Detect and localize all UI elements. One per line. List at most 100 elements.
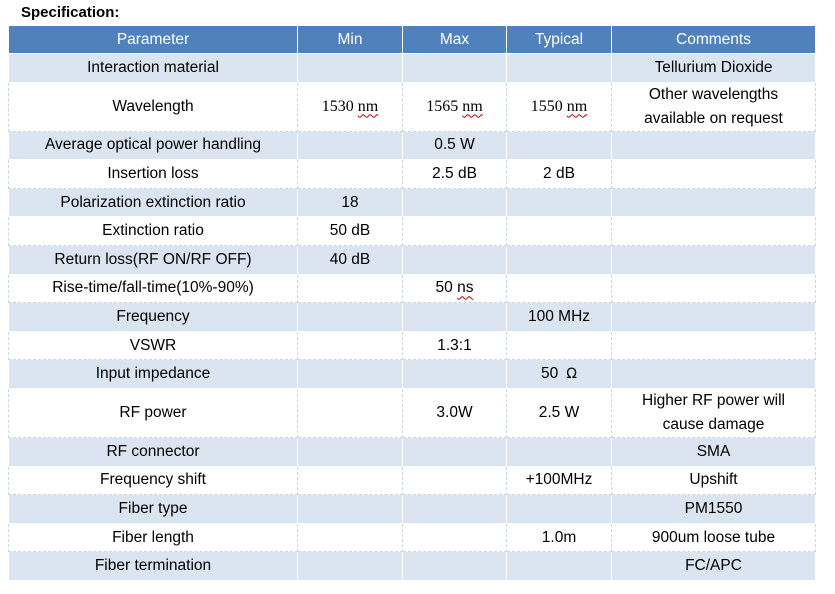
table-body: Interaction material Tellurium Dioxide W… (8, 53, 816, 581)
cell-comments (611, 302, 816, 332)
column-header-min: Min (297, 25, 403, 54)
cell-max (402, 359, 507, 389)
header-row: Parameter Min Max Typical Comments (8, 25, 816, 54)
cell-max: 1565 nm (402, 81, 507, 132)
unit-text: nm (462, 97, 483, 115)
cell-typical: 2.5 W (506, 387, 612, 438)
ohm-symbol: Ω (566, 366, 577, 383)
cell-comments: Higher RF power will cause damage (611, 387, 816, 438)
table-row: Extinction ratio 50 dB (8, 216, 816, 246)
cell-parameter: RF power (8, 387, 298, 438)
cell-parameter: Polarization extinction ratio (8, 187, 298, 218)
cell-max (402, 187, 507, 218)
cell-min (297, 359, 403, 389)
table-row: Interaction material Tellurium Dioxide (8, 53, 816, 83)
column-header-max: Max (402, 25, 507, 54)
table-row: Average optical power handling 0.5 W (8, 130, 816, 161)
cell-parameter: Input impedance (8, 359, 298, 389)
table-row: Input impedance 50 Ω (8, 359, 816, 389)
cell-max (402, 302, 507, 332)
cell-min (297, 522, 403, 553)
cell-comments (611, 273, 816, 304)
comment-line: Other wavelengths (648, 85, 779, 103)
cell-typical (506, 130, 612, 161)
value-text: 50 (435, 279, 453, 297)
cell-min: 50 dB (297, 216, 403, 246)
cell-parameter: Wavelength (8, 81, 298, 132)
cell-parameter: Fiber type (8, 494, 298, 524)
cell-typical: 1.0m (506, 522, 612, 553)
cell-typical (506, 244, 612, 275)
table-row: RF connector SMA (8, 436, 816, 467)
table-row: Polarization extinction ratio 18 (8, 187, 816, 218)
table-row: Return loss(RF ON/RF OFF) 40 dB (8, 244, 816, 275)
cell-parameter: Extinction ratio (8, 216, 298, 246)
cell-parameter: Insertion loss (8, 159, 298, 189)
cell-typical: +100MHz (506, 465, 612, 496)
cell-comments: FC/APC (611, 551, 816, 581)
cell-typical: 2 dB (506, 159, 612, 189)
cell-typical (506, 216, 612, 246)
cell-comments: PM1550 (611, 494, 816, 524)
cell-min (297, 302, 403, 332)
comment-line: cause damage (662, 415, 765, 433)
cell-comments (611, 244, 816, 275)
cell-max (402, 551, 507, 581)
cell-max: 0.5 W (402, 130, 507, 161)
cell-parameter: Return loss(RF ON/RF OFF) (8, 244, 298, 275)
table-row: Rise-time/fall-time(10%-90%) 50 ns (8, 273, 816, 304)
cell-min (297, 330, 403, 361)
table-row: Fiber type PM1550 (8, 494, 816, 524)
cell-min: 1530 nm (297, 81, 403, 132)
cell-min (297, 551, 403, 581)
table-row: RF power 3.0W 2.5 W Higher RF power will… (8, 387, 816, 438)
cell-comments: SMA (611, 436, 816, 467)
table-row: Frequency 100 MHz (8, 302, 816, 332)
table-row: Fiber termination FC/APC (8, 551, 816, 581)
cell-typical (506, 494, 612, 524)
table-row: Insertion loss 2.5 dB 2 dB (8, 159, 816, 189)
cell-min (297, 159, 403, 189)
comment-line: Higher RF power will (642, 391, 785, 409)
cell-max (402, 244, 507, 275)
column-header-parameter: Parameter (8, 25, 298, 54)
cell-parameter: RF connector (8, 436, 298, 467)
cell-comments: Tellurium Dioxide (611, 53, 816, 83)
table-row: VSWR 1.3:1 (8, 330, 816, 361)
cell-min (297, 387, 403, 438)
value-text: 1530 (321, 97, 354, 115)
cell-min: 18 (297, 187, 403, 218)
table-row: Frequency shift +100MHz Upshift (8, 465, 816, 496)
cell-comments: Upshift (611, 465, 816, 496)
cell-typical (506, 436, 612, 467)
comment-line: available on request (644, 109, 783, 127)
cell-comments (611, 159, 816, 189)
cell-typical (506, 330, 612, 361)
unit-text: nm (357, 97, 379, 115)
table-row: Fiber length 1.0m 900um loose tube (8, 522, 816, 553)
column-header-comments: Comments (611, 25, 816, 54)
cell-comments: Other wavelengths available on request (611, 81, 816, 132)
cell-parameter: VSWR (8, 330, 298, 361)
table-header: Parameter Min Max Typical Comments (8, 25, 816, 54)
cell-typical (506, 53, 612, 83)
cell-parameter: Fiber termination (8, 551, 298, 581)
cell-min (297, 494, 403, 524)
cell-comments (611, 330, 816, 361)
cell-min: 40 dB (297, 244, 403, 275)
cell-typical (506, 273, 612, 304)
unit-text: ns (457, 279, 474, 297)
page-title: Specification: (21, 4, 120, 21)
table-row: Wavelength 1530 nm 1565 nm 1550 nm Other… (8, 81, 816, 132)
value-text: 1565 (426, 97, 459, 115)
cell-parameter: Interaction material (8, 53, 298, 83)
cell-min (297, 273, 403, 304)
cell-typical (506, 551, 612, 581)
cell-parameter: Fiber length (8, 522, 298, 553)
cell-max: 50 ns (402, 273, 507, 304)
column-header-typical: Typical (506, 25, 612, 54)
cell-max: 3.0W (402, 387, 507, 438)
cell-min (297, 53, 403, 83)
cell-parameter: Rise-time/fall-time(10%-90%) (8, 273, 298, 304)
specification-table: Parameter Min Max Typical Comments Inter… (8, 25, 816, 581)
